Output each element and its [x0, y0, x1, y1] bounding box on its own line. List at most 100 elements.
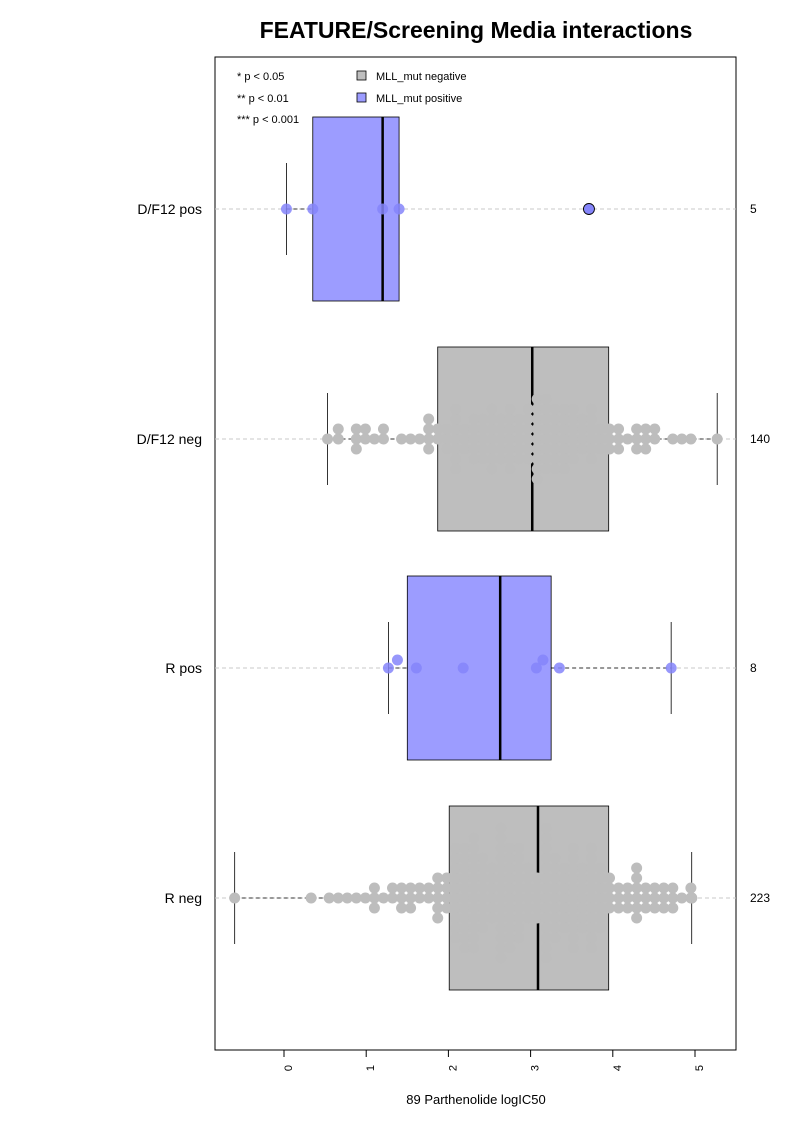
data-point: [477, 433, 489, 445]
data-point: [558, 433, 570, 445]
data-point: [486, 912, 498, 924]
x-tick-label: 1: [365, 1065, 377, 1071]
data-point: [468, 882, 480, 894]
data-point: [558, 912, 570, 924]
data-point: [613, 882, 625, 894]
data-point: [504, 433, 516, 445]
legend: * p < 0.05 ** p < 0.01 *** p < 0.001 MLL…: [237, 70, 467, 126]
data-point: [531, 473, 543, 485]
data-point: [553, 662, 565, 674]
data-point: [576, 872, 588, 884]
data-point: [432, 892, 444, 904]
data-point: [540, 862, 552, 874]
data-point: [667, 892, 679, 904]
data-point: [604, 892, 616, 904]
data-point: [631, 902, 643, 914]
data-point: [513, 433, 525, 445]
data-point: [567, 453, 579, 465]
data-point: [537, 654, 549, 666]
data-point: [531, 403, 543, 415]
data-point: [522, 403, 534, 415]
data-point: [486, 872, 498, 884]
data-point: [450, 922, 462, 934]
data-point: [423, 433, 435, 445]
data-point: [486, 453, 498, 465]
data-point: [468, 942, 480, 954]
data-point: [513, 922, 525, 934]
data-point: [350, 433, 362, 445]
data-point: [432, 872, 444, 884]
data-point: [322, 433, 334, 445]
data-point: [540, 413, 552, 425]
data-point: [459, 862, 471, 874]
data-point: [323, 892, 335, 904]
data-point: [567, 443, 579, 455]
data-point: [432, 912, 444, 924]
data-point: [594, 892, 606, 904]
data-point: [468, 423, 480, 435]
data-point: [585, 872, 597, 884]
data-point: [531, 443, 543, 455]
data-point: [359, 423, 371, 435]
data-point: [622, 902, 634, 914]
data-point: [396, 902, 408, 914]
data-point: [495, 902, 507, 914]
count-label: 5: [750, 202, 757, 216]
data-point: [513, 872, 525, 884]
data-point: [495, 922, 507, 934]
data-point: [387, 892, 399, 904]
data-point: [631, 423, 643, 435]
legend-swatch-positive: [356, 92, 367, 103]
data-point: [405, 892, 417, 904]
data-point: [504, 403, 516, 415]
data-point: [549, 443, 561, 455]
data-point: [450, 932, 462, 944]
data-point: [441, 882, 453, 894]
data-point: [513, 902, 525, 914]
data-point: [391, 654, 403, 666]
data-point: [504, 842, 516, 854]
legend-swatch-negative: [356, 70, 367, 81]
data-point: [486, 403, 498, 415]
data-point: [567, 942, 579, 954]
data-point: [549, 463, 561, 475]
data-point: [613, 433, 625, 445]
data-point: [468, 872, 480, 884]
data-point: [459, 892, 471, 904]
data-point: [368, 902, 380, 914]
data-point: [631, 862, 643, 874]
data-point: [649, 433, 661, 445]
data-point: [531, 902, 543, 914]
data-point: [504, 872, 516, 884]
data-point: [377, 203, 389, 215]
data-point: [468, 453, 480, 465]
data-point: [459, 932, 471, 944]
data-point: [522, 862, 534, 874]
data-point: [405, 433, 417, 445]
data-point: [477, 443, 489, 455]
data-point: [307, 203, 319, 215]
data-point: [531, 393, 543, 405]
data-point: [477, 922, 489, 934]
data-point: [531, 433, 543, 445]
data-point: [613, 423, 625, 435]
data-point: [531, 892, 543, 904]
data-point: [604, 882, 616, 894]
data-point: [396, 433, 408, 445]
data-point: [540, 852, 552, 864]
data-point: [332, 433, 344, 445]
outlier-point: [583, 203, 595, 215]
data-point: [686, 892, 698, 904]
data-point: [567, 403, 579, 415]
x-axis-title: 89 Parthenolide logIC50: [406, 1092, 546, 1107]
data-point: [280, 203, 292, 215]
data-point: [622, 892, 634, 904]
data-point: [549, 862, 561, 874]
data-point: [477, 912, 489, 924]
data-point: [410, 662, 422, 674]
count-label: 8: [750, 661, 757, 675]
data-point: [477, 453, 489, 465]
data-point: [604, 902, 616, 914]
significance-legend-3: *** p < 0.001: [237, 114, 299, 126]
